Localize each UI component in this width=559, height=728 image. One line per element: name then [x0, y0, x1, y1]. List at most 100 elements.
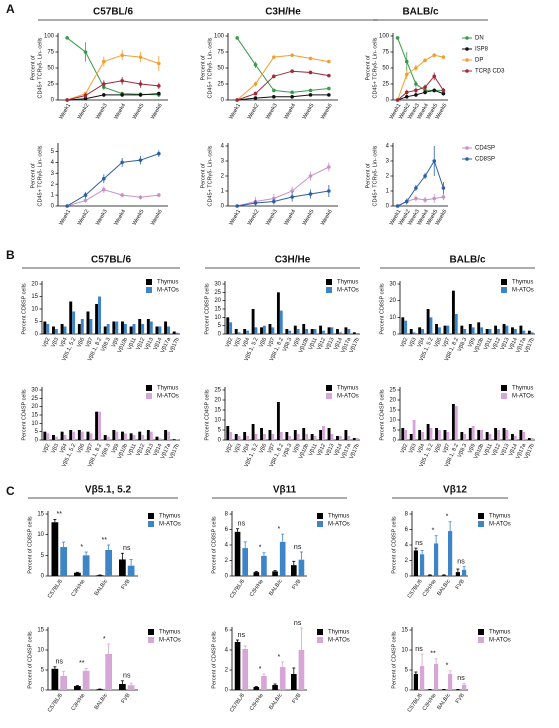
x-tick-label: Vβ12 — [316, 443, 327, 457]
bar — [347, 436, 351, 440]
y-tick-label: 5 — [51, 149, 55, 155]
bar — [138, 431, 142, 440]
x-tick-label: Week3 — [265, 103, 279, 121]
bar — [494, 325, 498, 334]
y-tick-label: 4 — [405, 543, 409, 549]
bar — [86, 311, 90, 334]
bar — [260, 428, 263, 440]
bar — [288, 330, 292, 334]
bar — [43, 321, 47, 334]
y-tick-label: 1 — [51, 193, 55, 199]
x-tick-label: Vβ6 — [76, 337, 86, 349]
point — [327, 59, 331, 64]
bar — [437, 327, 441, 334]
bar — [355, 438, 359, 440]
x-tick-label: Vβ3 — [50, 443, 60, 455]
x-tick-label: Vβ4 — [59, 443, 69, 455]
y-tick-label: 50 — [382, 66, 389, 72]
point — [102, 187, 106, 192]
bar — [172, 439, 176, 440]
series-line — [67, 80, 159, 101]
point — [441, 55, 446, 59]
bar — [272, 571, 278, 576]
y-tick-label: 20 — [389, 298, 396, 304]
y-tick-label: 5 — [218, 323, 222, 329]
point — [102, 59, 106, 64]
y-axis-label: Percent of — [365, 163, 371, 189]
bar — [426, 424, 430, 440]
bar — [441, 575, 446, 576]
legend-swatch — [501, 393, 507, 399]
point — [120, 93, 124, 97]
legend-label: M-ATOs — [328, 638, 350, 644]
bar — [243, 329, 247, 334]
series-line — [397, 196, 444, 207]
bar — [471, 426, 475, 440]
significance: * — [259, 545, 262, 552]
legend-label: DP — [475, 58, 483, 64]
legend-label: M-ATOs — [489, 638, 511, 644]
y-axis-label: Percent of — [30, 55, 36, 81]
y-tick-label: 0 — [393, 332, 397, 338]
y-axis-label: Percent of — [200, 163, 206, 189]
y-axis-label: CD45+ TCRγδ- Lin- cells — [372, 145, 378, 206]
y-axis-label: Percent CD8SP cells — [21, 283, 27, 335]
bar — [313, 329, 317, 334]
y-axis-label: CD45+ TCRγδ- Lin- cells — [37, 145, 43, 206]
bar — [262, 325, 266, 334]
bar — [141, 435, 145, 440]
point — [290, 53, 294, 57]
point — [83, 96, 88, 101]
x-tick-label: Vβ11 — [127, 337, 138, 351]
x-tick-label: Vβ9 — [292, 337, 302, 349]
y-tick-label: 4 — [225, 543, 229, 549]
legend-marker — [465, 69, 469, 73]
y-tick-label: 10 — [214, 315, 221, 321]
bar — [105, 549, 112, 576]
point — [272, 88, 276, 93]
bar — [519, 325, 523, 334]
bar — [271, 327, 275, 334]
bar — [158, 438, 162, 440]
x-tick-label: Week2 — [77, 103, 91, 121]
bar — [429, 428, 433, 440]
x-tick-label: Vβ12 — [135, 443, 146, 457]
y-tick-label: 0 — [393, 438, 397, 444]
bar — [261, 676, 267, 690]
legend-label: Thymus — [157, 386, 178, 392]
x-tick-label: Week6 — [150, 209, 164, 227]
point — [308, 56, 313, 61]
point — [272, 74, 276, 79]
bar — [327, 327, 331, 334]
x-tick-label: FVB — [121, 578, 132, 590]
bar — [95, 304, 99, 334]
bar — [485, 432, 489, 440]
y-tick-label: 25 — [214, 388, 221, 394]
legend-label: M-ATOs — [157, 394, 179, 400]
x-tick-label: Week1 — [58, 209, 72, 227]
panel-label: B — [6, 248, 15, 262]
point — [157, 193, 161, 197]
x-tick-label: Vβ14 — [153, 337, 164, 351]
legend-swatch — [146, 393, 152, 399]
y-axis-label: CD45+ TCRγδ- Lin- cells — [372, 37, 378, 98]
y-tick-label: 10 — [401, 648, 408, 654]
bar — [305, 434, 309, 440]
bar — [305, 329, 309, 334]
bar — [448, 674, 453, 690]
y-tick-label: 100 — [379, 34, 390, 40]
x-tick-label: FVB — [455, 692, 466, 704]
bar — [237, 332, 241, 334]
y-tick-label: 8 — [405, 512, 409, 518]
y-axis-label: Percent of CD4SP cells — [27, 631, 33, 689]
bar — [121, 321, 124, 334]
legend-swatch — [478, 637, 484, 643]
bar — [46, 324, 50, 334]
bar — [106, 436, 110, 440]
point — [308, 174, 313, 178]
y-axis-label: Percent CD8SP cells — [204, 283, 210, 335]
y-tick-label: 0 — [225, 688, 229, 694]
bar — [60, 431, 64, 440]
point — [308, 192, 313, 196]
significance: * — [278, 526, 281, 533]
